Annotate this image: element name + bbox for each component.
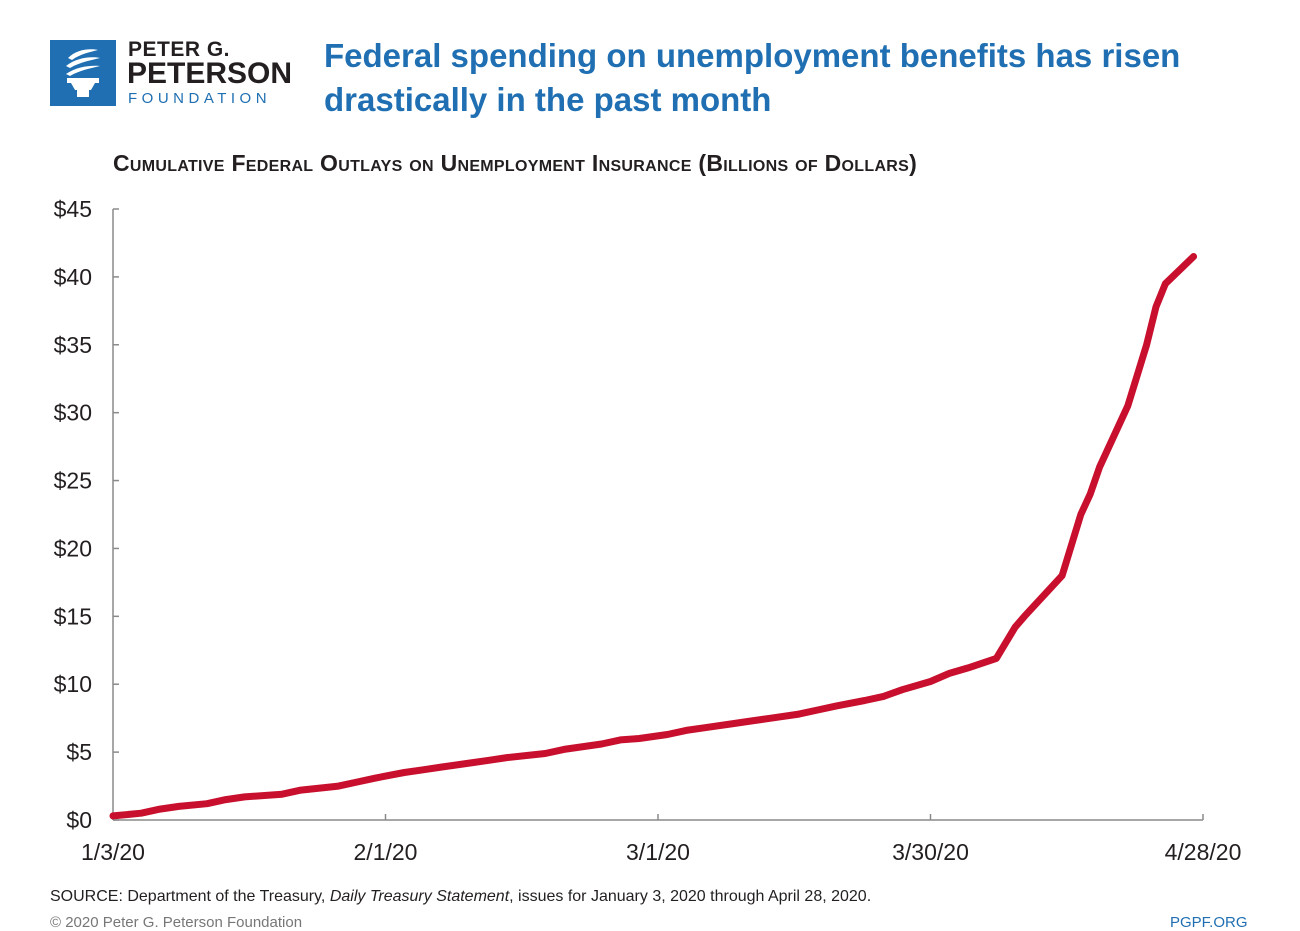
source-prefix: SOURCE: Department of the Treasury, (50, 888, 326, 905)
x-tick-label: 4/28/20 (1165, 839, 1242, 865)
chart-series (109, 253, 1198, 820)
y-tick-label: $45 (54, 196, 92, 222)
torch-icon (66, 49, 100, 97)
source-note: SOURCE: Department of the Treasury, Dail… (50, 888, 871, 906)
torch-logo-icon (50, 40, 116, 106)
series-line (109, 253, 1198, 820)
brand-logo: PETER G. PETERSON FOUNDATION (50, 38, 295, 110)
chart-axes: $0 $5 $10 $15 $20 $25 $30 $35 $40 $45 1/3/20 2/1/20… (54, 196, 1242, 865)
x-tick-label: 1/3/20 (81, 839, 145, 865)
copyright: © 2020 Peter G. Peterson Foundation (50, 914, 303, 931)
x-tick-label: 3/1/20 (626, 839, 690, 865)
brand-name-line3: FOUNDATION (128, 90, 272, 107)
y-tick-label: $10 (54, 671, 92, 697)
x-tick-label: 3/30/20 (892, 839, 969, 865)
x-tick-label: 2/1/20 (354, 839, 418, 865)
brand-name-line2: PETERSON (127, 57, 293, 90)
source-publication: Daily Treasury Statement (329, 888, 510, 905)
site-link[interactable]: PGPF.ORG (1170, 914, 1248, 931)
y-tick-label: $15 (54, 603, 92, 629)
source-suffix: , issues for January 3, 2020 through Apr… (509, 888, 872, 905)
chart-title: Cumulative Federal Outlays on Unemployme… (113, 150, 918, 176)
brand-name-line1: PETER G. (128, 38, 231, 61)
headline: Federal spending on unemployment benefit… (324, 37, 1181, 118)
y-tick-label: $30 (54, 400, 92, 426)
y-tick-label: $0 (66, 807, 92, 833)
y-tick-label: $25 (54, 468, 92, 494)
y-tick-label: $20 (54, 535, 92, 561)
y-tick-label: $40 (54, 264, 92, 290)
y-tick-label: $5 (66, 739, 92, 765)
y-tick-label: $35 (54, 332, 92, 358)
